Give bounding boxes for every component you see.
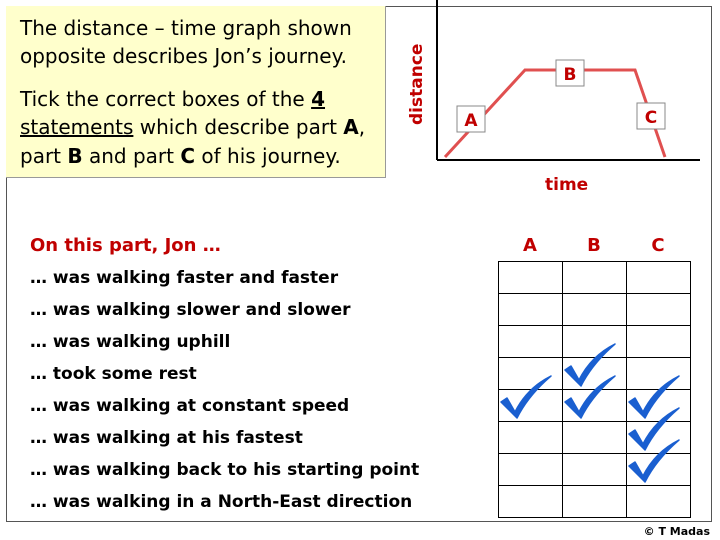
intro-part-a: A [343,115,359,140]
checkmark-icon [563,375,616,419]
table-row: … was walking slower and slower [24,293,691,326]
checkmark-icon [627,407,680,451]
statements-table: On this part, Jon … A B C … was walking … [24,230,691,518]
table-row: … was walking at his fastest [24,407,691,454]
intro-part-b: B [67,143,83,168]
tick-box-c[interactable] [625,293,691,326]
table-header-statement: On this part, Jon … [30,235,221,257]
table-header-row: On this part, Jon … A B C [24,230,690,262]
distance-time-graph: distance time A B C [407,0,700,195]
tick-box-b[interactable] [561,261,627,294]
statement-text: … was walking in a North-East direction [30,491,413,512]
table-row: … was walking uphill [24,325,691,358]
checkmark-icon [563,343,616,387]
checkmark-icon [499,375,552,419]
tick-box-a[interactable] [497,261,563,294]
intro-line-2: Tick the correct boxes of the 4 statement… [20,85,375,170]
intro-part-c: C [180,143,196,168]
tick-box-c[interactable] [625,261,691,294]
table-row: … took some rest [24,343,691,390]
tick-box-c[interactable] [625,439,691,486]
part-a-label: A [464,111,478,131]
tick-box-c[interactable] [625,325,691,358]
table-row: … was walking faster and faster [24,261,691,294]
statement-text: … was walking at constant speed [30,395,350,416]
statements-table-wrap: On this part, Jon … A B C … was walking … [24,230,691,518]
statement-text: … took some rest [30,363,197,384]
tick-box-b[interactable] [561,421,627,454]
tick-box-b[interactable] [561,453,627,486]
tick-box-c[interactable] [625,485,691,518]
tick-box-c[interactable] [625,407,691,454]
tick-box-c[interactable] [625,357,691,390]
table-row: … was walking back to his starting point [24,439,691,486]
tick-box-a[interactable] [497,357,563,390]
tick-box-a[interactable] [497,453,563,486]
tick-box-a[interactable] [497,485,563,518]
tick-box-b[interactable] [561,293,627,326]
column-header-a: A [523,235,537,256]
statement-text: … was walking slower and slower [30,299,351,320]
statement-text: … was walking uphill [30,331,231,352]
column-header-b: B [587,235,601,256]
tick-box-a[interactable] [497,325,563,358]
intro-line-1: The distance – time graph shown opposite… [20,16,352,69]
part-b-label-box [555,59,585,87]
part-a-label-box [456,105,486,133]
tick-box-a[interactable] [497,375,563,422]
tick-box-b[interactable] [561,375,627,422]
intro-text: , part [20,115,366,168]
statement-text: … was walking back to his starting point [30,459,420,480]
part-c-label-box [636,102,666,130]
tick-box-b[interactable] [561,485,627,518]
intro-text: of his journey. [195,143,341,168]
table-row: … was walking in a North-East direction [24,485,691,518]
column-header-c: C [651,235,665,256]
intro-statements-word: statements [20,115,134,140]
instructions-box: The distance – time graph shown opposite… [6,6,386,178]
table-row: … was walking at constant speed [24,375,691,422]
tick-box-c[interactable] [625,375,691,422]
intro-text: Tick the correct boxes of the [20,86,312,111]
tick-box-a[interactable] [497,293,563,326]
part-c-label: C [645,108,657,128]
statement-text: … was walking faster and faster [30,267,339,288]
part-b-label: B [564,65,577,85]
intro-count: 4 [311,86,326,111]
intro-text: and part [82,143,181,168]
y-axis-label: distance [407,44,427,125]
intro-text: which describe part [133,115,344,140]
tick-box-a[interactable] [497,421,563,454]
x-axis-label: time [545,175,588,195]
checkmark-icon [627,375,680,419]
statement-text: … was walking at his fastest [30,427,303,448]
checkmark-icon [627,439,680,483]
copyright-notice: © T Madas [643,525,710,538]
tick-box-b[interactable] [561,343,627,390]
